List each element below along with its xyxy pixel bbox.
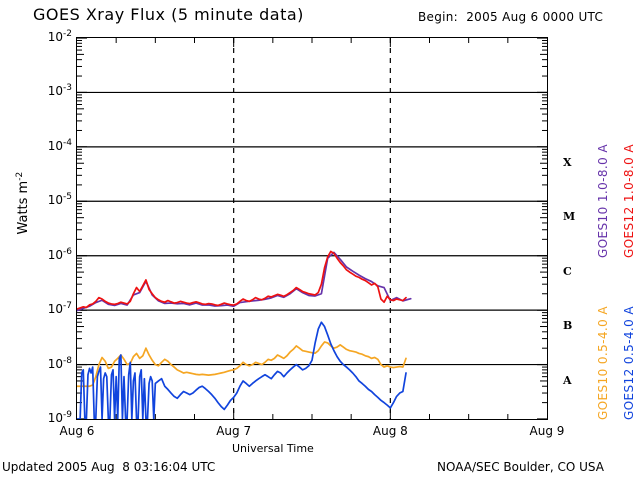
x-axis-tick-label: Aug 8 [372, 424, 408, 438]
x-axis-label: Universal Time [232, 442, 314, 455]
updated-timestamp: Updated 2005 Aug 8 03:16:04 UTC [2, 460, 216, 474]
flare-class-label: C [563, 264, 572, 278]
data-series-line [77, 250, 407, 310]
y-axis-tick-label: 10-5 [47, 192, 72, 208]
flare-class-label: A [563, 373, 572, 387]
flare-class-label: B [563, 319, 573, 333]
begin-time-label: Begin: 2005 Aug 6 0000 UTC [418, 10, 604, 24]
page-title: GOES Xray Flux (5 minute data) [33, 5, 304, 24]
y-axis-tick-label: 10-8 [47, 355, 72, 371]
legend-label: GOES10 0.5-4.0 A [596, 306, 610, 420]
plot-area [76, 37, 548, 420]
y-axis-tick-label: 10-2 [47, 29, 72, 44]
y-axis-tick-label: 10-6 [47, 246, 72, 262]
y-axis-tick-label: 10-7 [47, 301, 72, 317]
plot-canvas [77, 38, 547, 419]
data-series-line [77, 341, 407, 388]
y-axis-tick-label: 10-4 [47, 137, 72, 153]
x-axis-tick-label: Aug 7 [216, 424, 252, 438]
y-axis-label: Watts m-2 [15, 143, 31, 263]
y-axis-tick-label: 10-9 [47, 410, 72, 425]
data-series-line [77, 321, 407, 419]
data-source-label: NOAA/SEC Boulder, CO USA [437, 460, 604, 474]
data-series-line [77, 251, 412, 312]
flare-class-label: M [563, 210, 576, 224]
y-axis-label-exponent: -2 [14, 171, 25, 181]
legend-label: GOES12 1.0-8.0 A [622, 144, 636, 258]
y-axis-tick-label: 10-3 [47, 83, 72, 99]
flare-class-label: X [563, 155, 572, 169]
y-axis-label-text: Watts m [16, 180, 32, 235]
x-axis-tick-label: Aug 6 [59, 424, 95, 438]
legend-label: GOES12 0.5-4.0 A [622, 306, 636, 420]
x-axis-tick-label: Aug 9 [529, 424, 565, 438]
legend-label: GOES10 1.0-8.0 A [596, 144, 610, 258]
